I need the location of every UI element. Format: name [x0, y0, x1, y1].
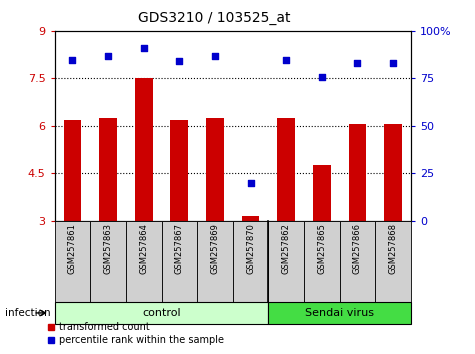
Bar — [162, 221, 197, 302]
Bar — [233, 221, 268, 302]
Text: GSM257865: GSM257865 — [317, 223, 326, 274]
Point — [68, 57, 76, 62]
Bar — [64, 120, 81, 221]
Bar — [268, 221, 304, 302]
Bar — [206, 118, 224, 221]
Text: infection: infection — [5, 308, 50, 318]
Bar — [55, 221, 90, 302]
Bar — [304, 221, 340, 302]
Text: GDS3210 / 103525_at: GDS3210 / 103525_at — [137, 11, 290, 25]
Text: GSM257862: GSM257862 — [282, 223, 291, 274]
Bar — [135, 79, 152, 221]
Bar — [268, 302, 411, 324]
Bar — [384, 124, 402, 221]
Bar — [340, 221, 375, 302]
Legend: transformed count, percentile rank within the sample: transformed count, percentile rank withi… — [43, 319, 228, 349]
Text: GSM257868: GSM257868 — [389, 223, 398, 274]
Text: GSM257867: GSM257867 — [175, 223, 184, 274]
Text: control: control — [142, 308, 181, 318]
Text: Sendai virus: Sendai virus — [305, 308, 374, 318]
Text: GSM257864: GSM257864 — [139, 223, 148, 274]
Bar — [90, 221, 126, 302]
Bar — [197, 221, 233, 302]
Point — [282, 57, 290, 62]
Point — [247, 180, 255, 185]
Point — [211, 53, 218, 59]
Bar — [55, 302, 268, 324]
Bar — [375, 221, 411, 302]
Bar — [313, 165, 331, 221]
Point — [176, 59, 183, 64]
Text: GSM257870: GSM257870 — [246, 223, 255, 274]
Point — [390, 61, 397, 66]
Text: GSM257869: GSM257869 — [210, 223, 219, 274]
Point — [318, 74, 326, 79]
Bar — [171, 120, 188, 221]
Text: GSM257861: GSM257861 — [68, 223, 77, 274]
Bar — [126, 221, 162, 302]
Bar — [99, 118, 117, 221]
Point — [353, 61, 361, 66]
Bar — [349, 124, 366, 221]
Text: GSM257863: GSM257863 — [104, 223, 113, 274]
Bar — [242, 216, 259, 221]
Text: GSM257866: GSM257866 — [353, 223, 362, 274]
Point — [140, 45, 147, 51]
Point — [104, 53, 112, 59]
Bar — [277, 118, 295, 221]
